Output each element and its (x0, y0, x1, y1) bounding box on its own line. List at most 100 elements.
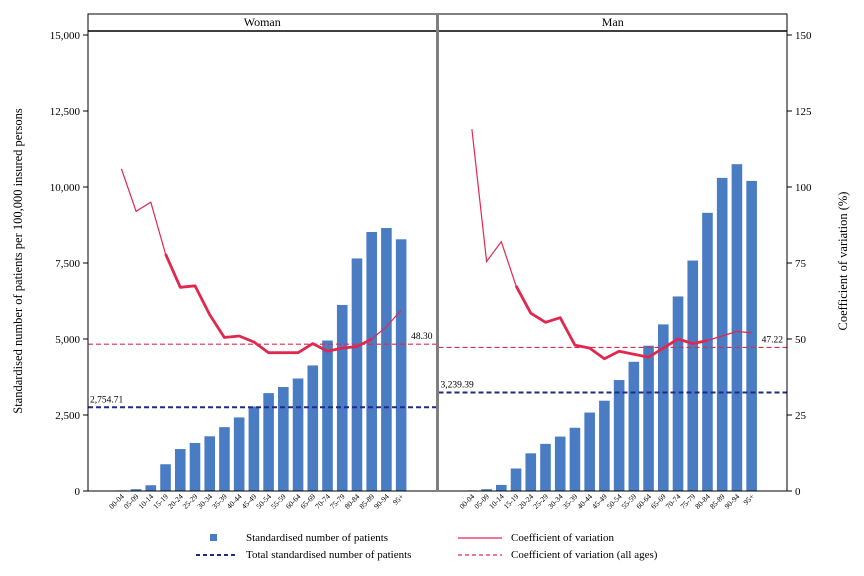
panel-header (438, 14, 787, 31)
y2-tick-label: 25 (795, 410, 807, 422)
bar (351, 258, 363, 491)
x-tick-label: 20-24 (516, 492, 535, 511)
x-tick-label: 30-34 (195, 492, 214, 511)
x-tick-label: 55-59 (620, 492, 639, 511)
x-tick-label: 50-54 (254, 492, 273, 511)
bar (204, 436, 216, 491)
x-tick-label: 90-94 (372, 492, 391, 511)
x-tick-label: 05-09 (122, 492, 141, 511)
y-tick-label: 7,500 (55, 258, 80, 270)
bar (248, 406, 260, 491)
cv-line-highlight (164, 253, 373, 355)
x-tick-label: 70-74 (664, 492, 683, 511)
y2-tick-label: 100 (795, 182, 812, 194)
x-tick-label: 60-64 (634, 492, 653, 511)
bar (731, 164, 743, 491)
bar (628, 361, 640, 491)
x-tick-label: 10-14 (136, 492, 155, 511)
x-tick-label: 40-44 (225, 492, 244, 511)
y-tick-label: 15,000 (50, 30, 81, 42)
x-tick-label: 95+ (741, 492, 756, 507)
y2-tick-label: 50 (795, 334, 807, 346)
bar (584, 412, 595, 491)
bar (160, 464, 171, 491)
x-tick-label: 60-64 (284, 492, 303, 511)
bar (189, 442, 201, 491)
x-tick-label: 25-29 (531, 492, 550, 511)
bar (643, 345, 654, 491)
bar (672, 296, 684, 491)
bar (525, 453, 537, 491)
axes: 0 2,500 5,000 7,500 10,000 12,500 15,000 0 25 50 7… (11, 13, 850, 498)
total-label: 2,754.71 (90, 395, 124, 405)
legend-label-cv-all: Coefficient of variation (all ages) (511, 549, 658, 561)
bar (307, 365, 319, 491)
y2-tick-label: 125 (795, 106, 812, 118)
x-tick-label: 15-19 (151, 492, 170, 511)
x-tick-label: 00-04 (107, 492, 126, 511)
bar (395, 239, 407, 491)
y2-tick-label: 150 (795, 30, 812, 42)
bar (366, 231, 377, 491)
x-tick-label: 90-94 (723, 492, 742, 511)
cv-all-label: 48.30 (411, 332, 433, 342)
legend-label-total: Total standardised number of patients (246, 549, 411, 561)
x-tick-label: 50-54 (605, 492, 624, 511)
bar (278, 387, 289, 491)
bar (599, 400, 610, 491)
legend: Standardised number of patients Coefficie… (196, 532, 658, 561)
legend-label-cv: Coefficient of variation (511, 532, 615, 544)
y-axis-title: Standardised number of patients per 100,… (11, 108, 25, 414)
y2-tick-label: 75 (795, 258, 807, 270)
bar (322, 340, 333, 491)
x-tick-label: 75-79 (678, 492, 697, 511)
bar (613, 380, 625, 491)
x-tick-label: 55-59 (269, 492, 288, 511)
x-tick-label: 10-14 (487, 492, 506, 511)
x-tick-label: 15-19 (502, 492, 521, 511)
bar (481, 489, 492, 491)
bar (145, 485, 157, 491)
bar (702, 212, 713, 491)
legend-swatch-bars (210, 534, 217, 541)
bar (510, 468, 522, 491)
x-tick-label: 25-29 (181, 492, 200, 511)
x-tick-label: 00-04 (458, 492, 477, 511)
bar (381, 228, 392, 492)
bar (569, 427, 581, 491)
cv-line-highlight (514, 285, 708, 361)
bar (130, 489, 142, 491)
x-tick-label: 85-89 (357, 492, 376, 511)
bar (292, 378, 304, 491)
panel-woman: Woman 2,754.71 48.30 00-0405-0910-1415-1920… (88, 14, 437, 511)
x-tick-label: 45-49 (240, 492, 259, 511)
cv-all-label: 47.22 (762, 335, 784, 345)
x-tick-label: 20-24 (166, 492, 185, 511)
y-tick-label: 10,000 (50, 182, 81, 194)
bar (540, 443, 551, 491)
x-tick-label: 05-09 (472, 492, 491, 511)
x-tick-label: 45-49 (590, 492, 609, 511)
x-tick-label: 70-74 (313, 492, 332, 511)
bar (336, 304, 348, 491)
bar (496, 484, 507, 491)
x-tick-label: 35-39 (210, 492, 229, 511)
bar (554, 436, 566, 491)
panel-title: Woman (244, 15, 281, 29)
legend-label-bars: Standardised number of patients (246, 532, 388, 544)
y-tick-label: 0 (75, 486, 81, 498)
y2-tick-label: 0 (795, 486, 801, 498)
panel-header (88, 14, 437, 31)
x-tick-label: 75-79 (328, 492, 347, 511)
bar (219, 427, 230, 491)
panel-title: Man (602, 15, 624, 29)
bar (746, 180, 757, 492)
y-tick-label: 5,000 (55, 334, 80, 346)
y-tick-label: 12,500 (50, 106, 81, 118)
bar (174, 449, 186, 491)
panel-man: Man 3,239.39 47.22 00-0405-0910-1415-1920-2… (438, 14, 787, 511)
y-tick-label: 2,500 (55, 410, 80, 422)
y2-axis-title: Coefficient of variation (%) (836, 192, 850, 331)
bar (233, 417, 245, 491)
